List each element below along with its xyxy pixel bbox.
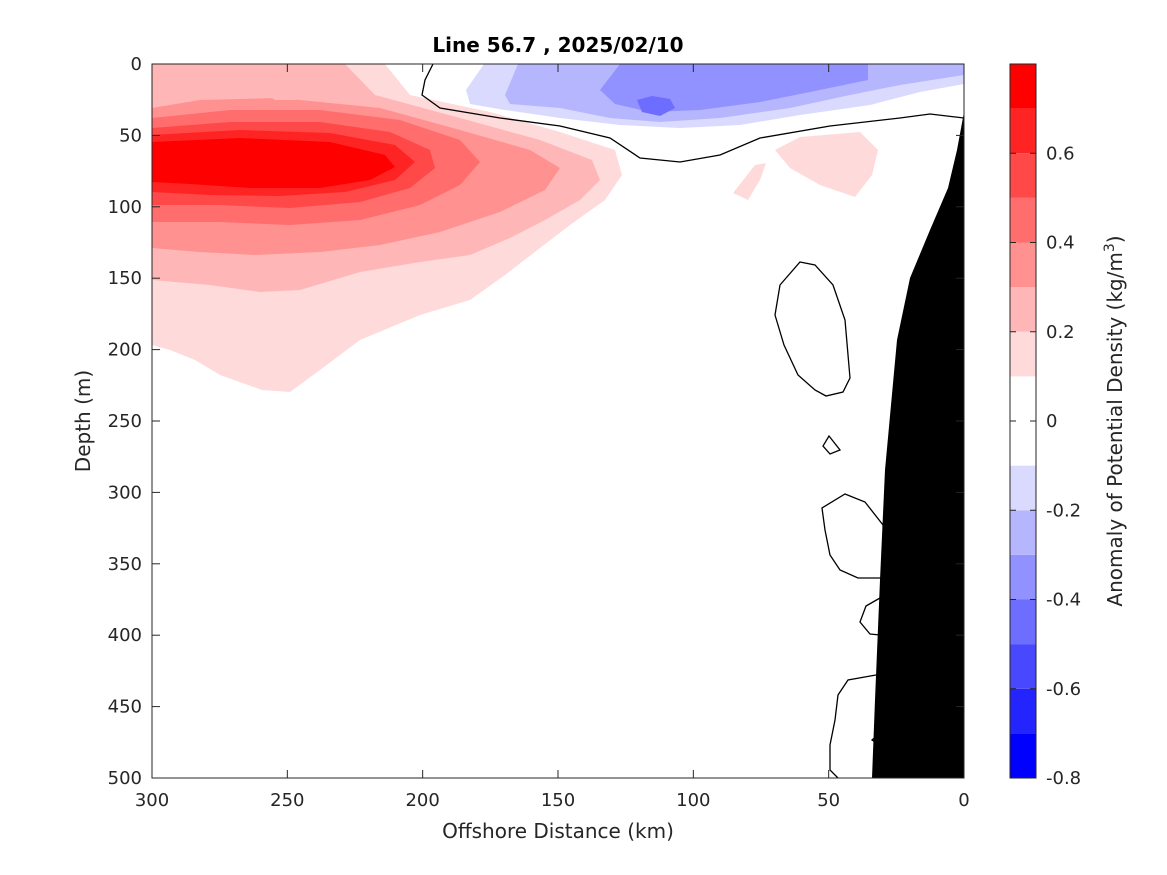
x-tick-label: 50: [817, 790, 840, 811]
colorbar-segment: [1010, 465, 1036, 511]
colorbar-tick-label: 0.4: [1046, 233, 1075, 254]
x-tick-label: 250: [270, 790, 304, 811]
y-axis-label: Depth (m): [71, 370, 95, 472]
contour-fill-0.1-patch-b: [733, 163, 766, 200]
y-tick-label: 50: [119, 125, 142, 146]
colorbar-segment: [1010, 108, 1036, 154]
zero-contour-loop-e: [829, 674, 877, 778]
colorbar-segment: [1010, 554, 1036, 600]
contour-fill-neg-0.4: [637, 96, 675, 116]
colorbar-segment: [1010, 599, 1036, 645]
zero-contour-loop-b: [822, 434, 842, 455]
colorbar-label: Anomaly of Potential Density (kg/m3): [1102, 235, 1127, 606]
zero-contour-surface: [421, 64, 964, 163]
colorbar-tick-label: 0.6: [1046, 143, 1075, 164]
x-tick-label: 200: [405, 790, 439, 811]
y-tick-label: 250: [108, 411, 142, 432]
x-tick-label: 150: [541, 790, 575, 811]
x-tick-label: 100: [676, 790, 710, 811]
y-tick-label: 400: [108, 625, 142, 646]
y-tick-label: 500: [108, 768, 142, 789]
contour-fill-0.7: [152, 138, 395, 188]
colorbar-segment: [1010, 644, 1036, 689]
colorbar-segment: [1010, 688, 1036, 734]
contour-layers: [152, 64, 964, 778]
colorbar-tick-label: -0.4: [1046, 590, 1081, 611]
colorbar-tick-label: -0.6: [1046, 679, 1081, 700]
colorbar-tick-label: -0.8: [1046, 768, 1081, 789]
y-tick-label: 350: [108, 554, 142, 575]
y-tick-label: 0: [131, 54, 142, 75]
colorbar-segment: [1010, 242, 1036, 288]
colorbar-segment: [1010, 64, 1036, 109]
colorbar-tick-label: 0.2: [1046, 322, 1075, 343]
colorbar-segment: [1010, 376, 1036, 421]
colorbar-segment: [1010, 510, 1036, 555]
contour-fill-0.2-top: [256, 64, 312, 100]
bathymetry-fill: [872, 112, 964, 778]
x-axis: 300 250 200 150 100 50 0: [135, 64, 970, 811]
zero-contour-loop-c: [821, 493, 886, 579]
colorbar-segment: [1010, 197, 1036, 243]
y-tick-label: 450: [108, 697, 142, 718]
y-tick-label: 100: [108, 197, 142, 218]
x-tick-label: 0: [958, 790, 969, 811]
y-tick-label: 150: [108, 268, 142, 289]
zero-contour-loop-d: [859, 597, 881, 636]
y-axis: 0 50 100 150 200 250 300 350 400 450 500: [108, 54, 964, 789]
colorbar-tick-label: -0.2: [1046, 500, 1081, 521]
colorbar-segment: [1010, 733, 1036, 778]
contour-fill-0.1-patch-a: [775, 132, 878, 197]
colorbar: 0.6 0.4 0.2 0 -0.2 -0.4 -0.6 -0.8: [1009, 63, 1081, 789]
colorbar-segment: [1010, 331, 1036, 377]
colorbar-segment: [1010, 421, 1036, 466]
colorbar-segment: [1010, 153, 1036, 198]
zero-contour-loop-a: [774, 261, 851, 397]
y-tick-label: 200: [108, 340, 142, 361]
colorbar-segment: [1010, 287, 1036, 332]
x-tick-label: 300: [135, 790, 169, 811]
chart-title: Line 56.7 , 2025/02/10: [432, 33, 683, 57]
y-tick-label: 300: [108, 482, 142, 503]
x-axis-label: Offshore Distance (km): [442, 819, 674, 843]
colorbar-tick-label: 0: [1046, 411, 1057, 432]
